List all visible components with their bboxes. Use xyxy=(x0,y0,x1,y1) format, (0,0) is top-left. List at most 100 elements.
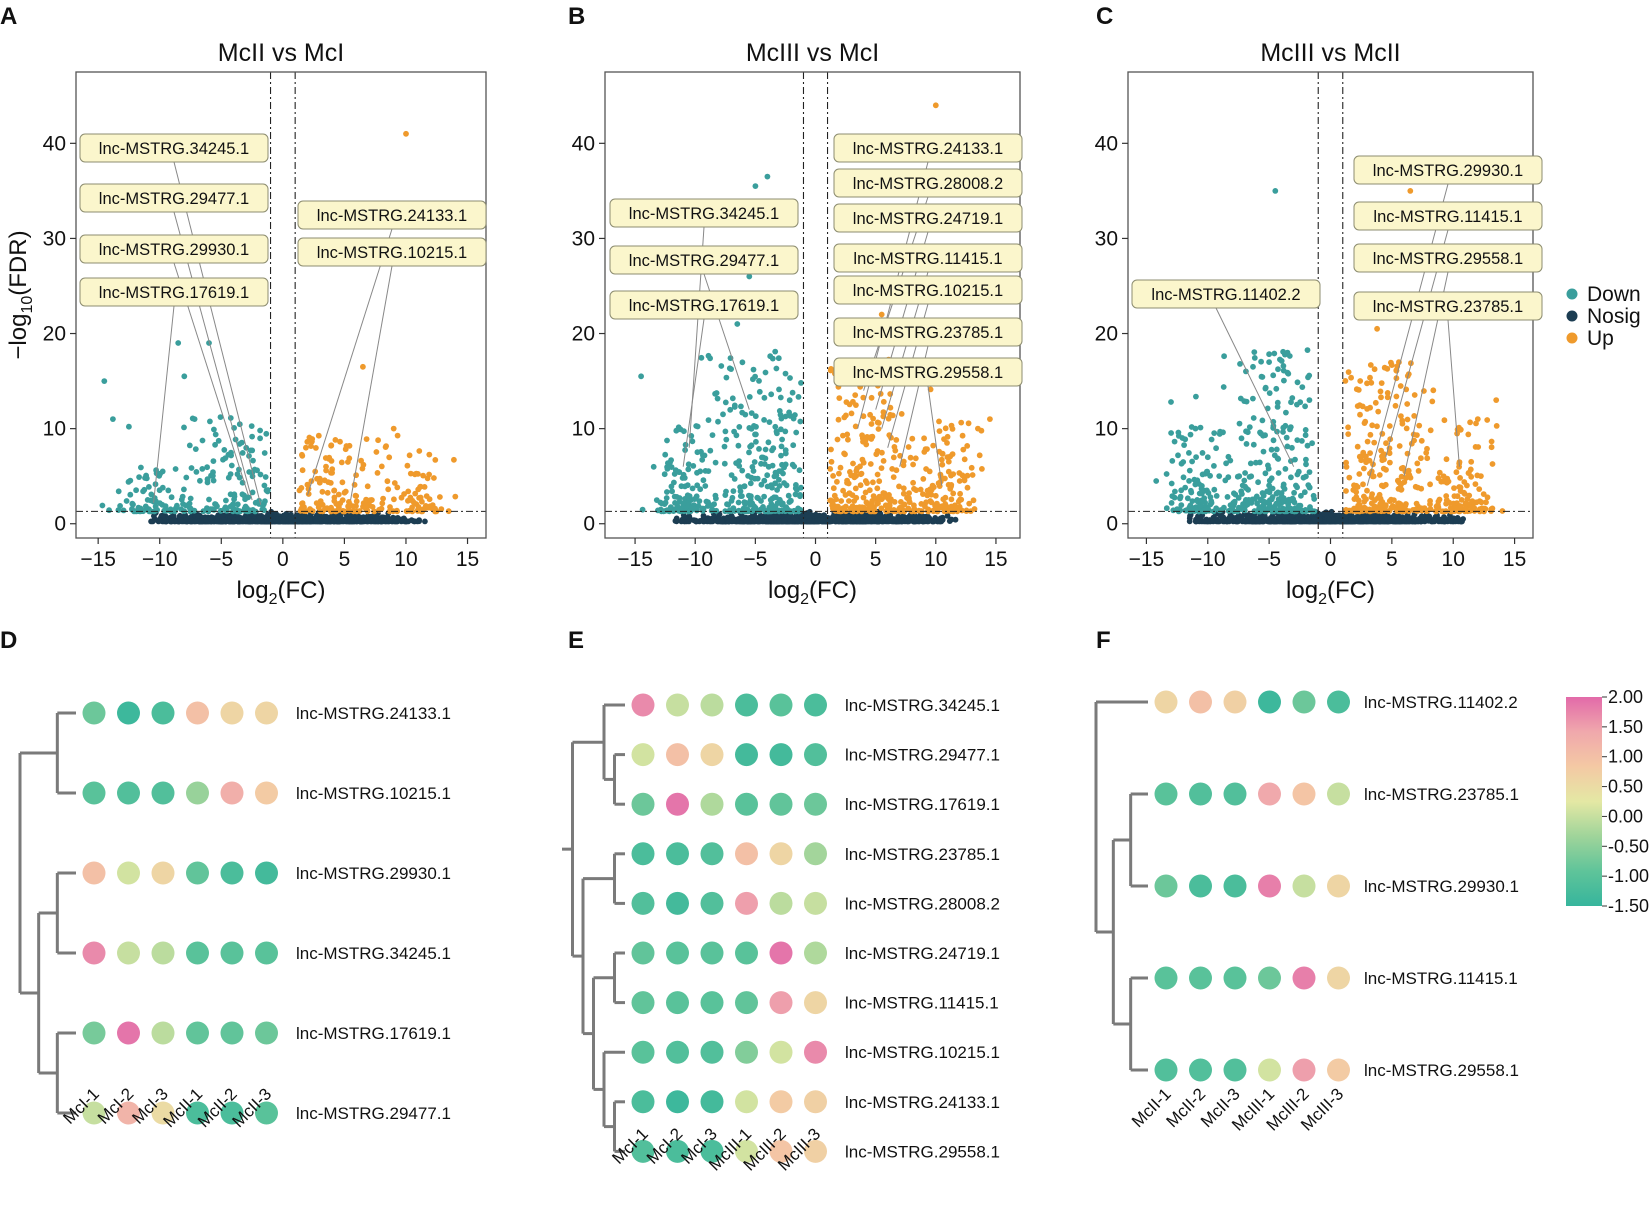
x-tick-label: −10 xyxy=(1190,548,1226,571)
data-point xyxy=(769,355,776,362)
data-point xyxy=(878,505,885,512)
data-point xyxy=(1361,493,1367,500)
data-point xyxy=(1448,508,1454,515)
data-point xyxy=(1343,464,1350,470)
data-point xyxy=(1175,452,1181,459)
data-point xyxy=(1476,498,1483,505)
data-point xyxy=(1356,503,1363,510)
y-axis-label: −log10(FDR) xyxy=(5,230,36,359)
data-point xyxy=(181,424,187,431)
data-point xyxy=(1470,507,1477,514)
data-point xyxy=(404,462,411,469)
data-point xyxy=(1271,518,1277,525)
data-point xyxy=(1384,516,1391,523)
data-point xyxy=(1440,473,1447,480)
data-point xyxy=(140,508,147,515)
data-point xyxy=(1432,508,1439,514)
data-point xyxy=(1271,350,1278,357)
data-point xyxy=(1413,507,1420,514)
data-point xyxy=(1374,423,1380,430)
data-point xyxy=(249,489,256,496)
data-point xyxy=(939,517,946,523)
data-point xyxy=(741,499,748,505)
data-point xyxy=(940,496,947,503)
x-tick-label: 15 xyxy=(984,548,1007,571)
data-point xyxy=(210,477,217,484)
data-point xyxy=(306,516,313,523)
data-point xyxy=(721,443,728,450)
data-point xyxy=(1419,514,1426,520)
data-point xyxy=(1388,362,1395,368)
data-point xyxy=(934,500,940,507)
data-point xyxy=(945,458,952,465)
data-point xyxy=(860,494,867,501)
gene-label: lnc-MSTRG.11415.1 xyxy=(853,250,1002,268)
data-point xyxy=(1363,453,1369,460)
data-point xyxy=(420,472,426,479)
data-point xyxy=(730,488,737,494)
data-point xyxy=(1283,434,1290,441)
data-point xyxy=(1283,409,1289,416)
data-point xyxy=(1172,488,1178,495)
data-point xyxy=(778,452,784,459)
data-point xyxy=(898,518,905,525)
data-point xyxy=(898,499,904,505)
data-point xyxy=(932,102,939,109)
x-tick-label: 10 xyxy=(924,548,947,571)
data-point xyxy=(1457,426,1464,433)
x-axis-label: log2(FC) xyxy=(1286,577,1375,608)
data-point xyxy=(242,517,249,524)
data-point xyxy=(214,503,220,510)
data-point xyxy=(782,428,789,435)
data-point xyxy=(904,518,911,525)
data-point xyxy=(1348,374,1354,381)
data-point xyxy=(1454,507,1461,513)
data-point xyxy=(843,518,850,525)
data-point xyxy=(1414,460,1421,467)
data-point xyxy=(264,488,271,495)
data-point xyxy=(1294,437,1301,443)
gene-label-box xyxy=(833,357,1023,387)
data-point xyxy=(1182,436,1189,443)
data-point xyxy=(1457,503,1464,509)
data-point xyxy=(889,466,896,472)
data-point xyxy=(941,436,947,442)
data-point xyxy=(769,462,776,469)
data-point xyxy=(680,471,687,478)
data-point xyxy=(1418,485,1425,492)
x-tick-label: 0 xyxy=(277,548,289,571)
data-point xyxy=(752,504,759,511)
data-point xyxy=(133,487,140,494)
data-point xyxy=(223,497,229,504)
data-point xyxy=(770,445,777,452)
gene-label-box xyxy=(833,275,1023,305)
data-point xyxy=(1193,393,1199,400)
data-point xyxy=(749,500,756,507)
data-point xyxy=(1400,464,1406,471)
data-point xyxy=(1291,518,1298,525)
data-point xyxy=(239,450,246,456)
x-tick-label: −15 xyxy=(80,548,116,571)
data-point xyxy=(938,456,945,463)
data-point xyxy=(156,500,163,506)
data-point xyxy=(736,424,743,430)
data-point xyxy=(1239,491,1245,497)
data-point xyxy=(1378,380,1385,386)
panel-letter: D xyxy=(0,627,17,654)
data-point xyxy=(1216,431,1223,437)
data-point xyxy=(1395,477,1401,484)
data-point xyxy=(1474,472,1481,479)
data-point xyxy=(432,505,438,512)
data-point xyxy=(918,501,925,507)
data-point xyxy=(1241,507,1248,514)
data-point xyxy=(417,483,424,490)
data-point xyxy=(412,471,418,478)
data-point xyxy=(263,430,270,437)
data-points xyxy=(99,130,459,525)
data-point xyxy=(1195,518,1202,524)
data-point xyxy=(935,480,942,487)
data-point xyxy=(790,442,797,449)
data-point xyxy=(1196,490,1203,497)
data-point xyxy=(1242,470,1248,476)
